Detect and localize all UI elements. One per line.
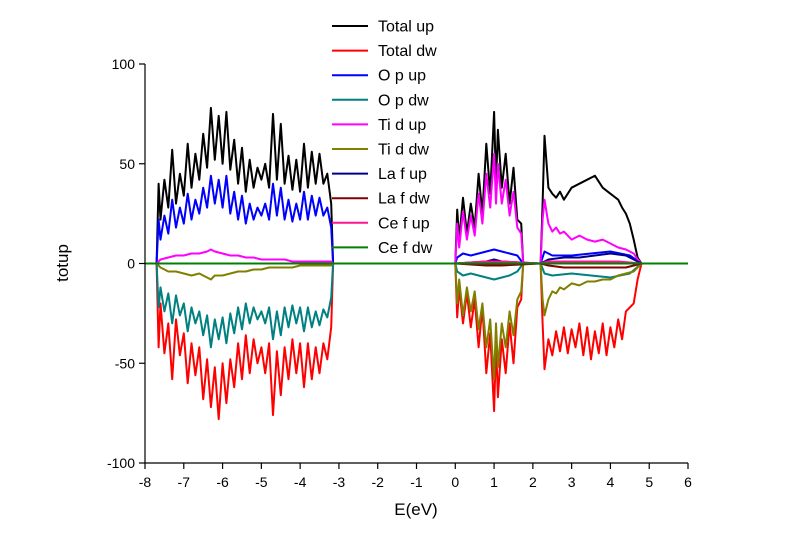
x-tick-label: 5 xyxy=(645,474,653,490)
x-tick-label: 3 xyxy=(568,474,576,490)
series-line-o-p-dw xyxy=(155,262,643,349)
x-tick-label: 0 xyxy=(451,474,459,490)
series-line-o-p-up xyxy=(155,174,643,265)
y-tick-label: -100 xyxy=(107,455,135,471)
legend-label-ce-f-dw: Ce f dw xyxy=(378,240,433,257)
y-axis-label: totup xyxy=(53,244,72,282)
legend-label-o-p-dw: O p dw xyxy=(378,92,429,109)
legend: Total up Total dw O p up O p dw Ti d up Ti d … xyxy=(332,19,437,257)
x-tick-label: 2 xyxy=(529,474,537,490)
x-tick-label: -1 xyxy=(410,474,423,490)
y-tick-label: -50 xyxy=(115,355,135,371)
x-tick-label: -7 xyxy=(178,474,191,490)
x-tick-label: -5 xyxy=(255,474,268,490)
x-tick-label: 4 xyxy=(607,474,615,490)
legend-label-la-f-up: La f up xyxy=(378,166,427,183)
y-tick-label: 50 xyxy=(119,156,135,172)
x-tick-label: -8 xyxy=(139,474,152,490)
x-tick-label: -4 xyxy=(294,474,307,490)
x-tick-label: 6 xyxy=(684,474,692,490)
legend-label-la-f-dw: La f dw xyxy=(378,191,430,208)
x-tick-label: -3 xyxy=(333,474,346,490)
series-line-total-up xyxy=(155,106,643,265)
legend-label-o-p-up: O p up xyxy=(378,68,426,85)
x-tick-label: 1 xyxy=(490,474,498,490)
ticks: -8 -7 -6 -5 -4 -3 -2 -1 0 1 2 3 4 5 6 -100 -50 0 50 100 xyxy=(107,56,692,490)
legend-label-ce-f-up: Ce f up xyxy=(378,215,430,232)
y-tick-label: 0 xyxy=(127,256,135,272)
series-line-ti-d-dw xyxy=(155,262,643,381)
y-tick-label: 100 xyxy=(112,56,136,72)
legend-label-ti-d-up: Ti d up xyxy=(378,117,426,134)
x-axis-label: E(eV) xyxy=(394,500,437,519)
legend-label-total-dw: Total dw xyxy=(378,43,437,60)
x-tick-label: -2 xyxy=(371,474,384,490)
series-line-ti-d-up xyxy=(155,152,643,265)
x-tick-label: -6 xyxy=(216,474,229,490)
legend-label-total-up: Total up xyxy=(378,19,434,36)
series-layer xyxy=(145,106,688,421)
legend-label-ti-d-dw: Ti d dw xyxy=(378,142,429,159)
